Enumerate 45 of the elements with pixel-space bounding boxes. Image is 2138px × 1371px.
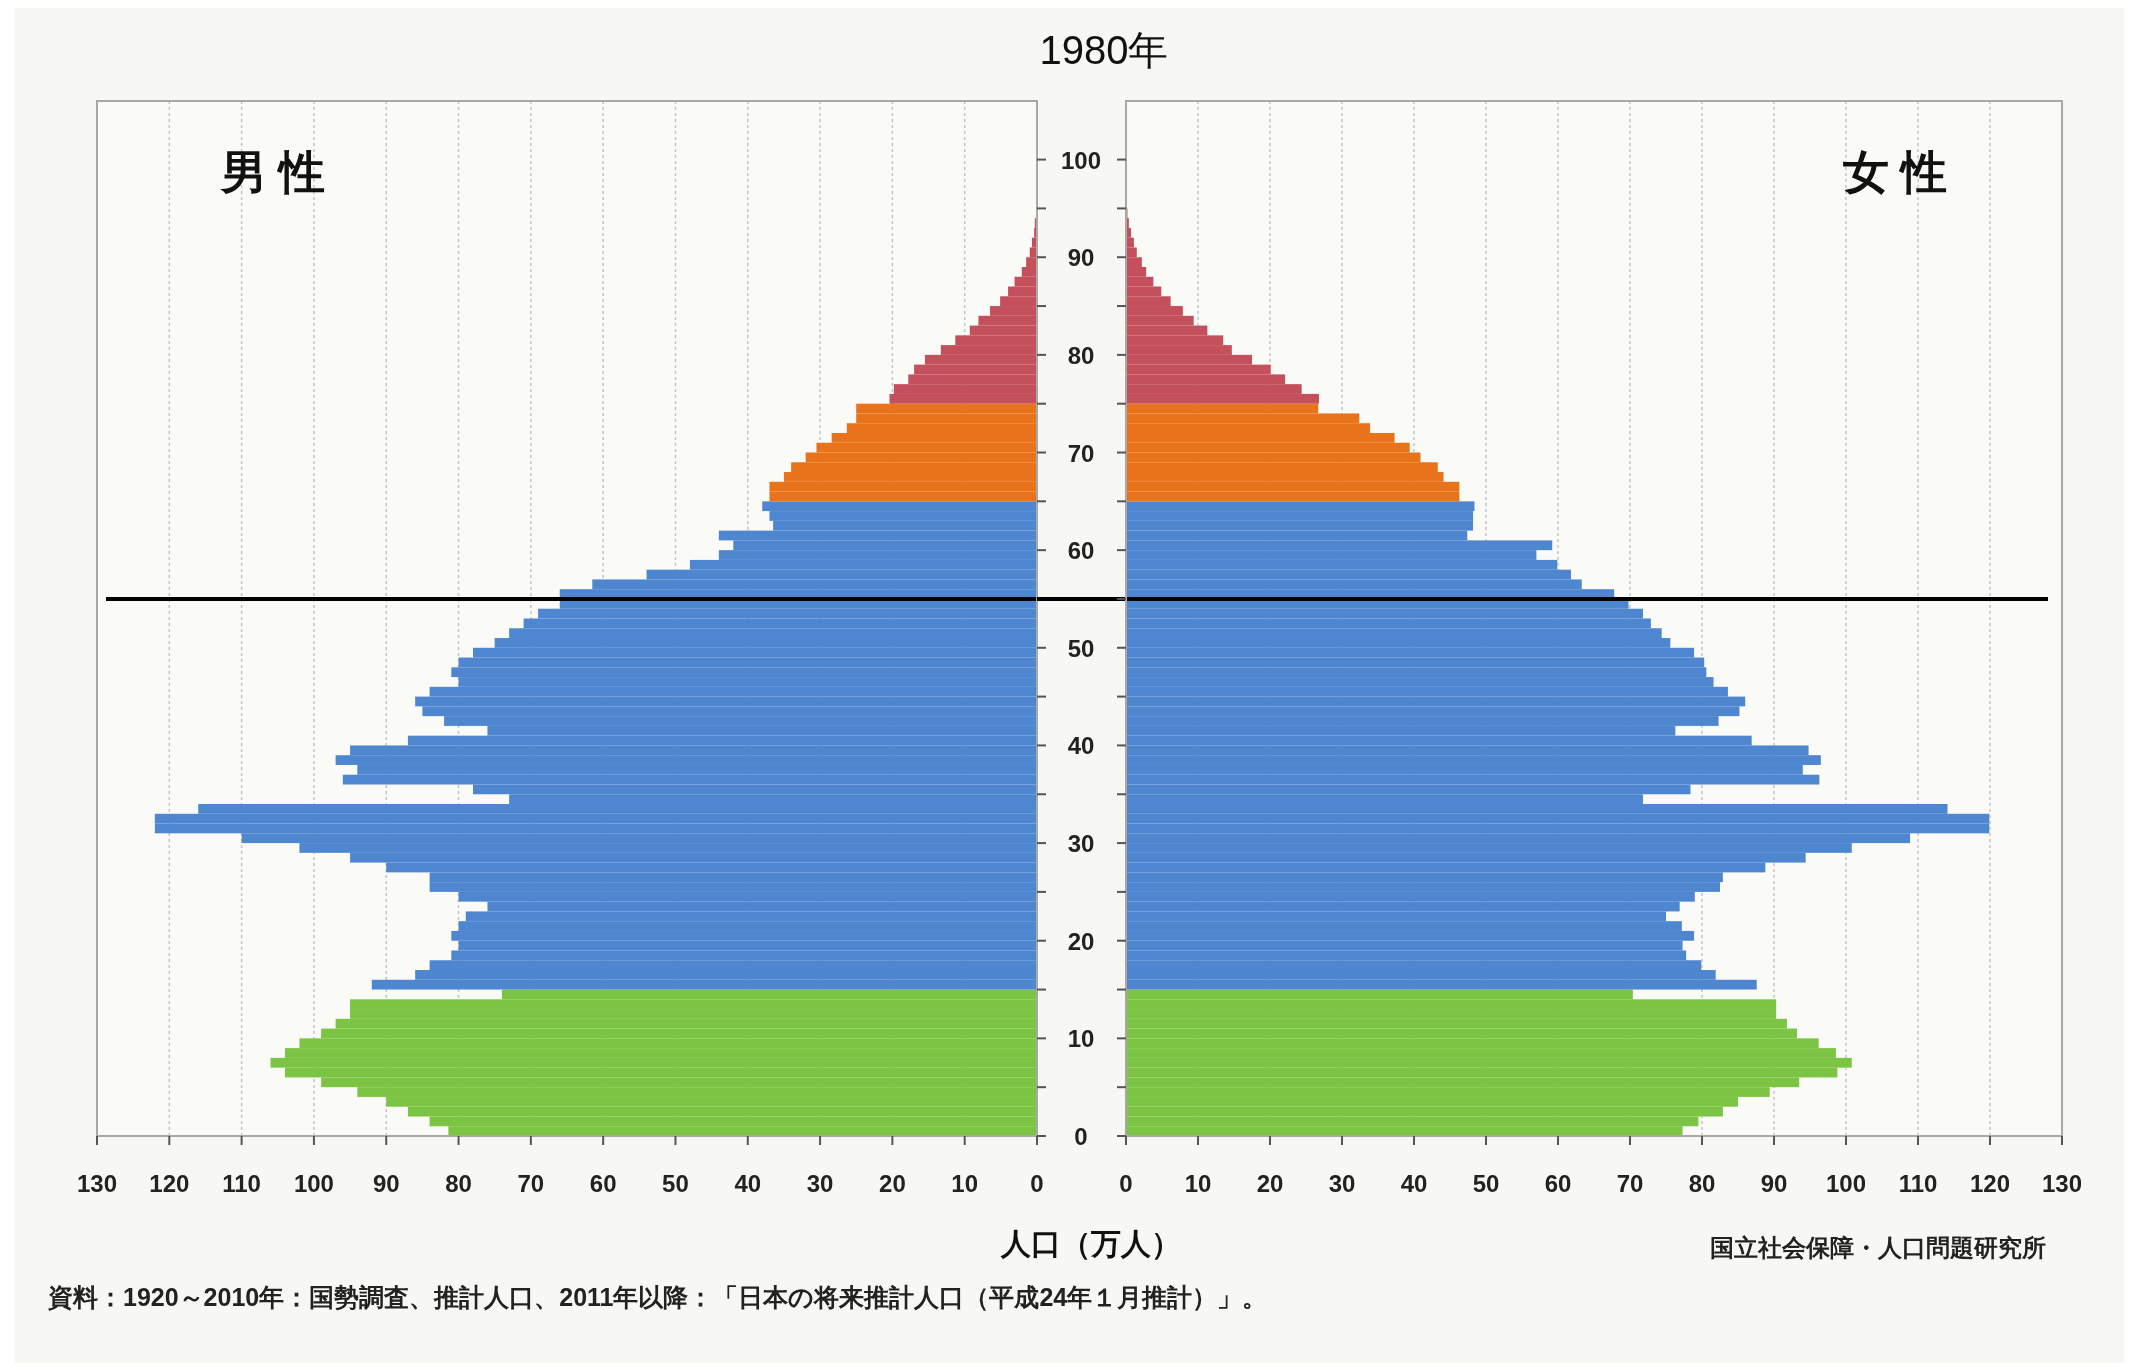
x-tick-label: 10 (1184, 1170, 1212, 1197)
chart-title: 1980年 (1039, 28, 1169, 72)
x-tick-label: 20 (879, 1170, 906, 1197)
x-tick-label: 30 (806, 1170, 834, 1197)
x-tick-label: 30 (1328, 1170, 1356, 1197)
x-tick-label: 70 (1616, 1170, 1644, 1197)
x-tick-label: 100 (1825, 1170, 1867, 1197)
y-tick-label: 90 (1067, 244, 1095, 272)
x-tick-label: 90 (372, 1170, 400, 1197)
annotation: 女 性 (1842, 146, 1948, 198)
x-tick-label: 90 (1760, 1170, 1788, 1197)
x-tick-label: 70 (517, 1170, 545, 1197)
x-tick-label: 120 (1969, 1170, 2011, 1197)
y-tick-label: 10 (1067, 1025, 1095, 1053)
y-tick-label: 100 (1060, 146, 1102, 174)
x-tick-label: 110 (1898, 1170, 1938, 1197)
y-tick-label: 50 (1067, 634, 1095, 662)
x-tick-label: 10 (951, 1170, 979, 1197)
text: 資料：1920～2010年：国勢調査、推計人口、2011年以降：「日本の将来推計人口（平成24年１月推計）」。 (47, 1283, 1268, 1311)
x-tick-label: 40 (1400, 1170, 1428, 1197)
y-tick-label: 80 (1067, 341, 1095, 369)
x-tick-label: 60 (589, 1170, 617, 1197)
x-tick-label: 20 (1256, 1170, 1284, 1197)
y-tick-label: 60 (1067, 537, 1095, 565)
x-tick-label: 40 (734, 1170, 762, 1197)
annotation: 男 性 (218, 146, 326, 198)
y-tick-label: 70 (1067, 439, 1095, 467)
y-tick-label: 40 (1067, 732, 1095, 760)
x-axis-title: 人口（万人） (1000, 1227, 1181, 1260)
x-tick-label: 130 (2041, 1170, 2083, 1197)
text: 国立社会保障・人口問題研究所 (1710, 1234, 2046, 1261)
x-tick-label: 50 (662, 1170, 689, 1197)
x-tick-label: 60 (1544, 1170, 1572, 1197)
x-tick-label: 100 (293, 1170, 334, 1197)
x-tick-label: 130 (76, 1170, 118, 1197)
x-tick-label: 80 (1688, 1170, 1716, 1197)
x-tick-label: 120 (149, 1170, 190, 1197)
x-tick-label: 80 (445, 1170, 472, 1197)
x-tick-label: 0 (1119, 1170, 1133, 1197)
y-tick-label: 30 (1067, 830, 1095, 858)
y-tick-label: 20 (1067, 927, 1095, 955)
y-tick-label: 0 (1074, 1123, 1088, 1150)
x-tick-label: 110 (222, 1170, 261, 1197)
x-tick-label: 50 (1472, 1170, 1500, 1197)
x-tick-label: 0 (1030, 1170, 1044, 1197)
